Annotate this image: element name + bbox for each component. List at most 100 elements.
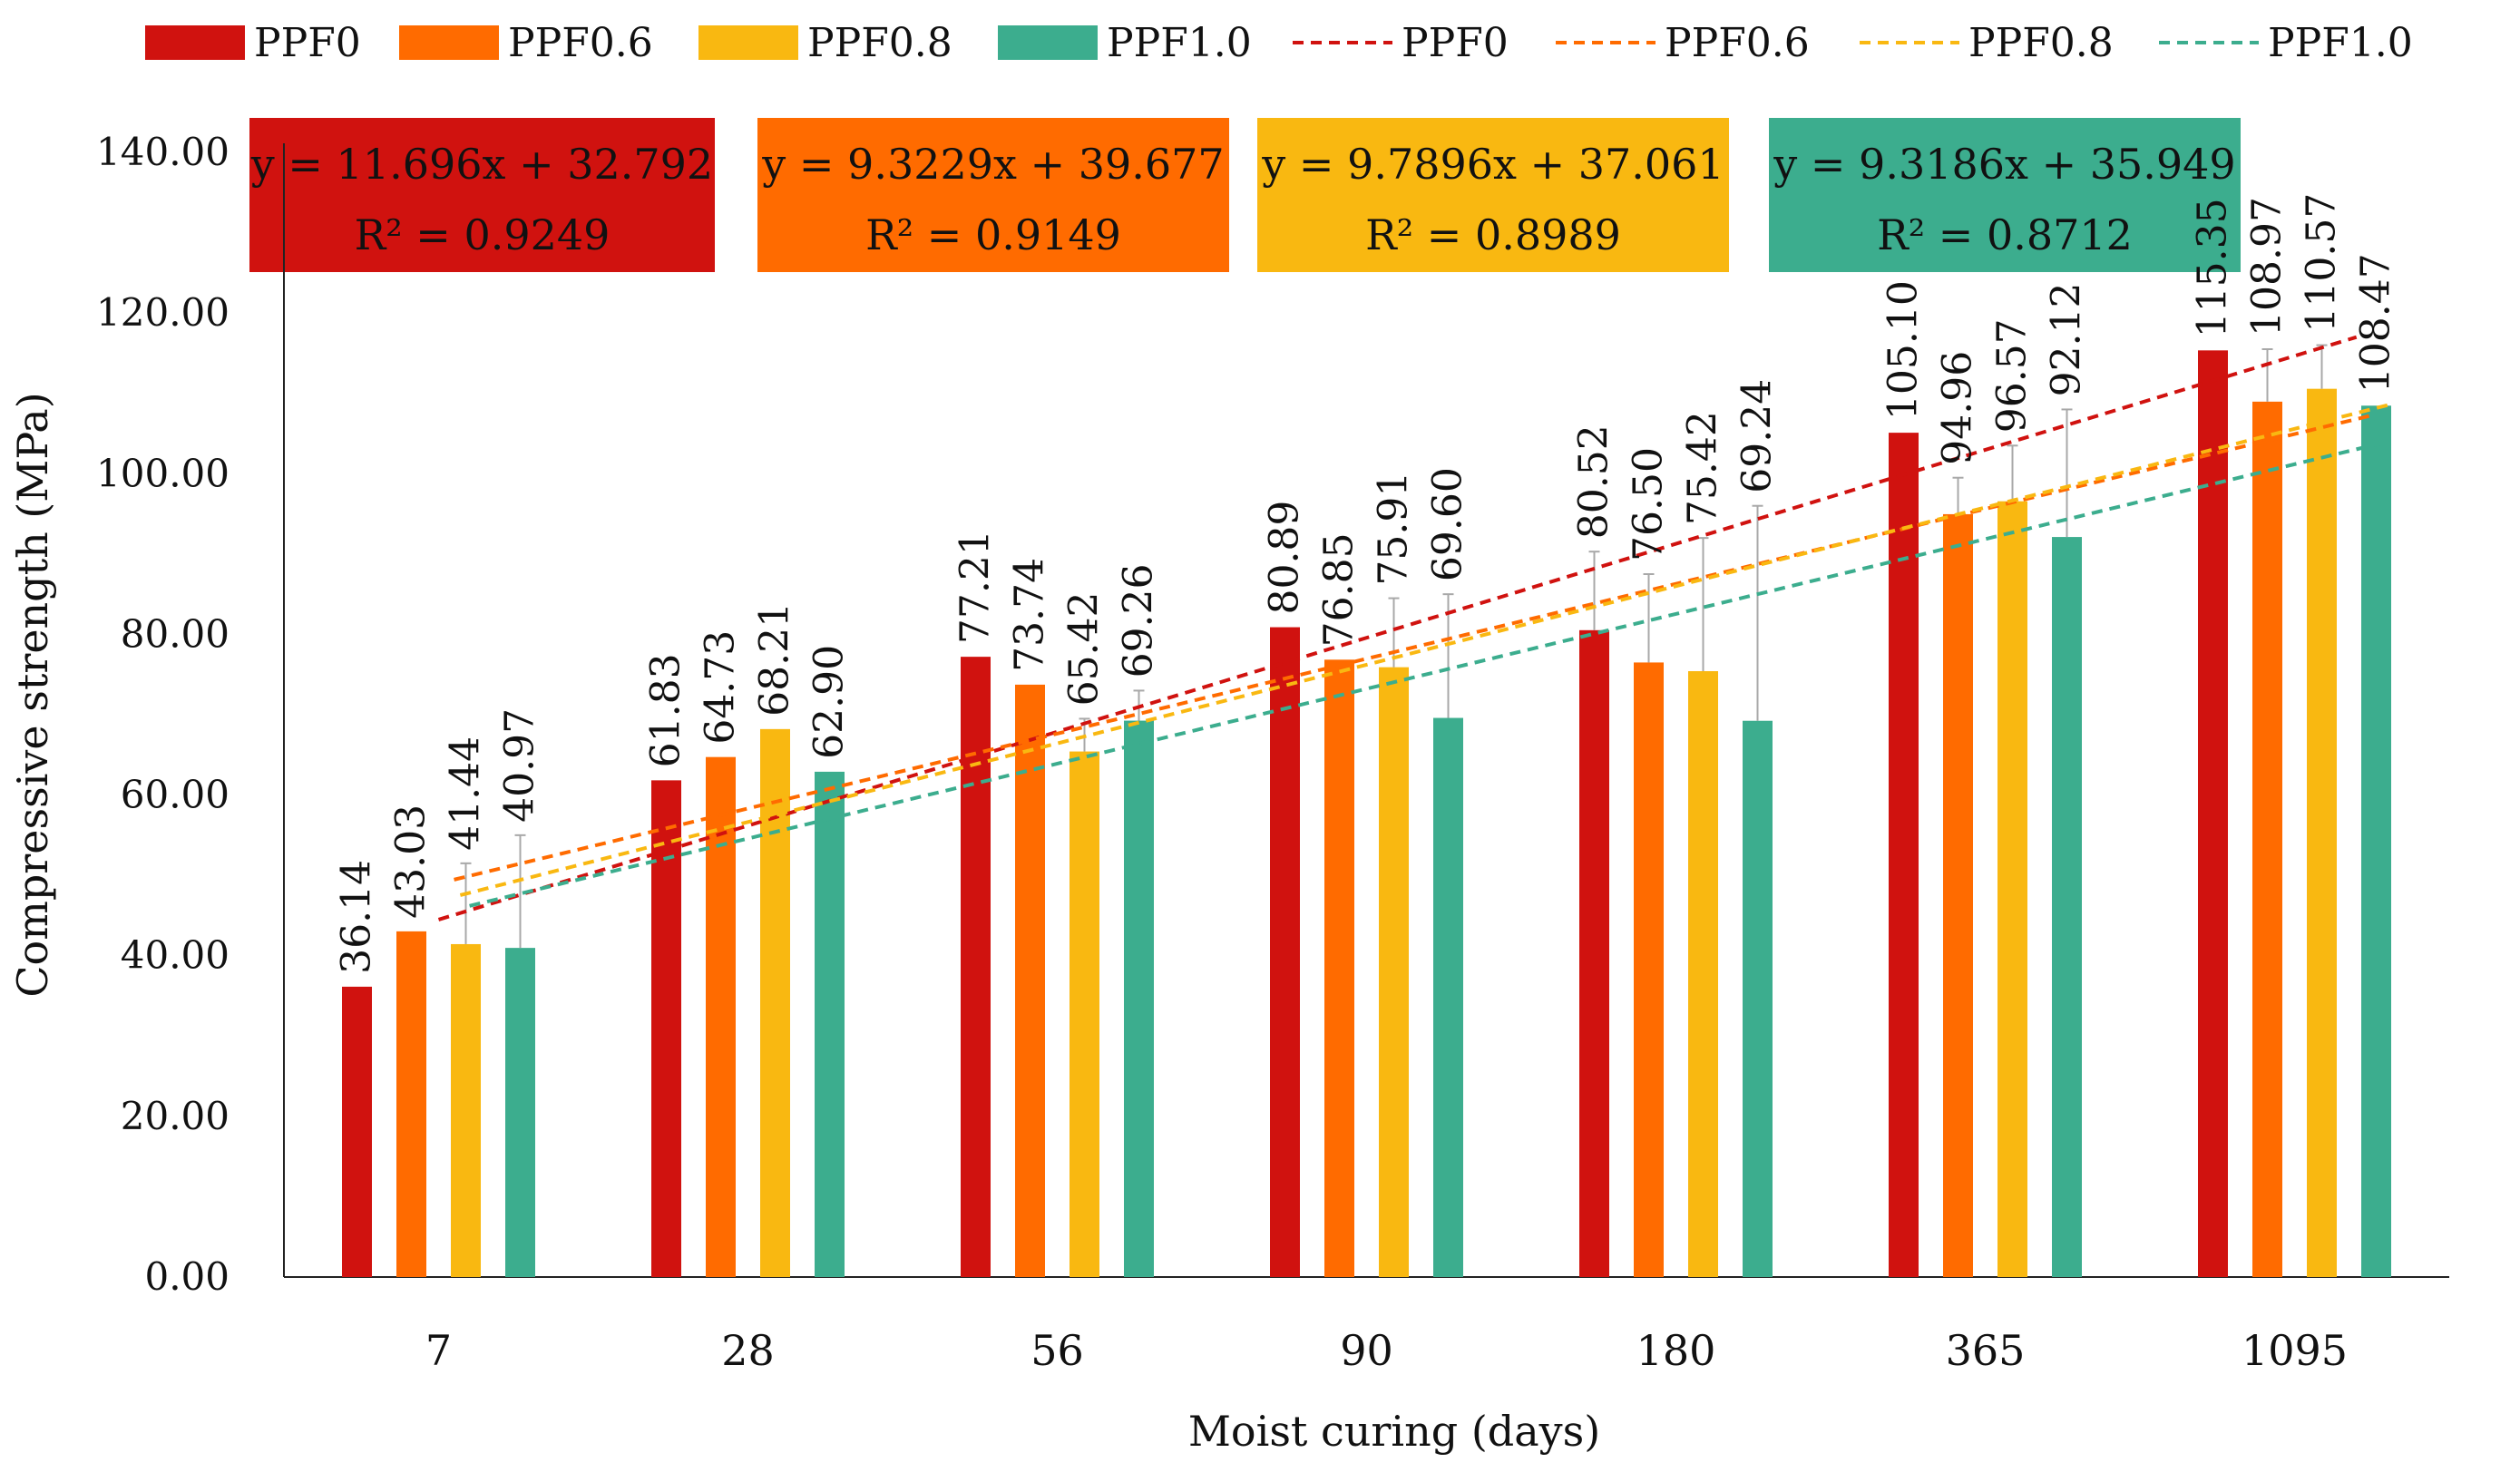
value-label: 96.57 [1989,318,2036,433]
bar-PPF0.8-7 [451,943,481,1277]
bar-PPF0.6-7 [396,931,426,1277]
legend-label: PPF1.0 [1107,20,1252,66]
x-axis-title: Moist curing (days) [1188,1407,1600,1456]
trendline-PPF0.6 [454,413,2373,882]
bar-PPF1.0-180 [1743,720,1773,1277]
legend-bar-PPF0.8: PPF0.8 [698,20,952,66]
equation-box-bg [249,118,715,272]
bar-PPF0.8-90 [1379,667,1409,1277]
equation-text: y = 9.3229x + 39.677 [761,140,1224,189]
equation-box-PPF1.0: y = 9.3186x + 35.949 R² = 0.8712 [1769,118,2241,272]
y-tick-label: 80.00 [121,611,230,656]
equation-box-bg [1257,118,1729,272]
value-label: 69.60 [1425,467,1471,581]
r-squared-text: R² = 0.8712 [1877,210,2133,259]
legend-line-PPF0.6: PPF0.6 [1556,20,1810,66]
y-tick-label: 60.00 [121,773,230,817]
value-label: 115.35 [2190,198,2236,337]
y-tick-label: 0.00 [144,1254,230,1299]
value-label: 69.24 [1734,379,1781,493]
legend-label: PPF1.0 [2268,20,2413,66]
trendline-PPF0.8 [459,403,2388,897]
value-label: 69.26 [1116,563,1162,678]
r-squared-text: R² = 0.9249 [355,210,610,259]
legend-line-PPF0.8: PPF0.8 [1860,20,2114,66]
value-label: 92.12 [2044,282,2090,396]
bar-PPF0-365 [1889,433,1919,1278]
x-tick-label: 180 [1636,1326,1716,1375]
equation-box-PPF0.6: y = 9.3229x + 39.677 R² = 0.9149 [757,118,1229,272]
trendline-PPF0 [437,335,2358,921]
value-label: 105.10 [1880,280,1927,420]
y-tick-label: 20.00 [121,1094,230,1138]
bar-PPF0-90 [1270,627,1300,1277]
y-tick-label: 40.00 [121,933,230,978]
bar-PPF0.8-56 [1070,751,1099,1277]
bar-PPF0.6-56 [1015,684,1045,1277]
equation-box-PPF0: y = 11.696x + 32.792 R² = 0.9249 [249,118,715,272]
value-label: 73.74 [1007,558,1053,672]
equation-text: y = 9.3186x + 35.949 [1773,140,2235,189]
y-axis: 0.00 20.00 40.00 60.00 80.00 100.00 120.00 140.… [96,130,285,1299]
value-label: 68.21 [752,602,798,717]
y-tick-label: 100.00 [96,451,230,495]
x-axis: 7 28 56 90 180 365 1095 [284,1276,2449,1375]
bar-PPF0.6-1095 [2252,401,2282,1277]
r-squared-text: R² = 0.9149 [865,210,1121,259]
value-label: 80.89 [1262,501,1308,615]
trendline-equation-boxes: y = 11.696x + 32.792 R² = 0.9249 y = 9.322… [249,118,2241,272]
bar-PPF0-180 [1579,629,1609,1277]
value-label: 62.90 [806,645,853,759]
trendline-PPF1.0 [469,441,2382,908]
legend-label: PPF0.6 [508,20,653,66]
value-label: 110.57 [2299,193,2345,333]
legend-label: PPF0.8 [1968,20,2114,66]
legend-swatch [145,25,245,60]
bar-PPF1.0-56 [1124,720,1154,1277]
equation-text: y = 11.696x + 32.792 [250,140,713,189]
x-tick-label: 7 [425,1326,452,1375]
value-label: 40.97 [497,708,543,823]
bar-PPF0-1095 [2198,350,2228,1277]
bar-PPF0.8-365 [1997,501,2027,1277]
value-label: 65.42 [1061,591,1108,706]
y-tick-label: 140.00 [96,130,230,174]
legend-label: PPF0 [1402,20,1509,66]
equation-box-bg [1769,118,2241,272]
x-tick-label: 90 [1340,1326,1393,1375]
bars [342,350,2391,1278]
y-tick-label: 120.00 [96,290,230,335]
legend-bar-PPF0.6: PPF0.6 [399,20,653,66]
value-label: 76.85 [1316,532,1363,647]
value-label: 108.47 [2353,253,2399,393]
x-tick-label: 1095 [2242,1326,2348,1375]
bar-PPF0-7 [342,986,372,1277]
legend: PPF0 PPF0.6 PPF0.8 PPF1.0 PPF0 PPF0.6 PPF0.8 PP… [145,20,2413,66]
bar-PPF0.6-365 [1943,513,1973,1277]
legend-line-PPF1.0: PPF1.0 [2159,20,2413,66]
legend-swatch [399,25,499,60]
legend-label: PPF0 [254,20,361,66]
legend-bar-PPF0: PPF0 [145,20,361,66]
x-tick-label: 56 [1030,1326,1084,1375]
value-label: 43.03 [388,804,435,919]
bar-PPF1.0-28 [815,771,845,1277]
value-label: 77.21 [952,530,999,644]
value-label: 80.52 [1571,424,1617,539]
bar-PPF0.8-28 [760,728,790,1277]
value-label: 76.50 [1626,447,1672,561]
legend-swatch [698,25,798,60]
legend-bar-PPF1.0: PPF1.0 [998,20,1252,66]
legend-label: PPF0.6 [1665,20,1810,66]
bar-PPF0.6-180 [1634,662,1664,1277]
value-label: 36.14 [334,860,380,974]
bar-PPF1.0-1095 [2361,405,2391,1277]
value-label: 75.91 [1371,472,1417,586]
x-tick-label: 28 [721,1326,775,1375]
bar-PPF0.8-1095 [2307,388,2337,1277]
y-axis-title: Compressive strength (MPa) [8,392,57,997]
legend-line-PPF0: PPF0 [1293,20,1509,66]
value-label: 61.83 [643,653,689,767]
value-labels: 36.14 61.83 77.21 80.89 80.52 105.10 115.35 43.… [334,193,2399,974]
